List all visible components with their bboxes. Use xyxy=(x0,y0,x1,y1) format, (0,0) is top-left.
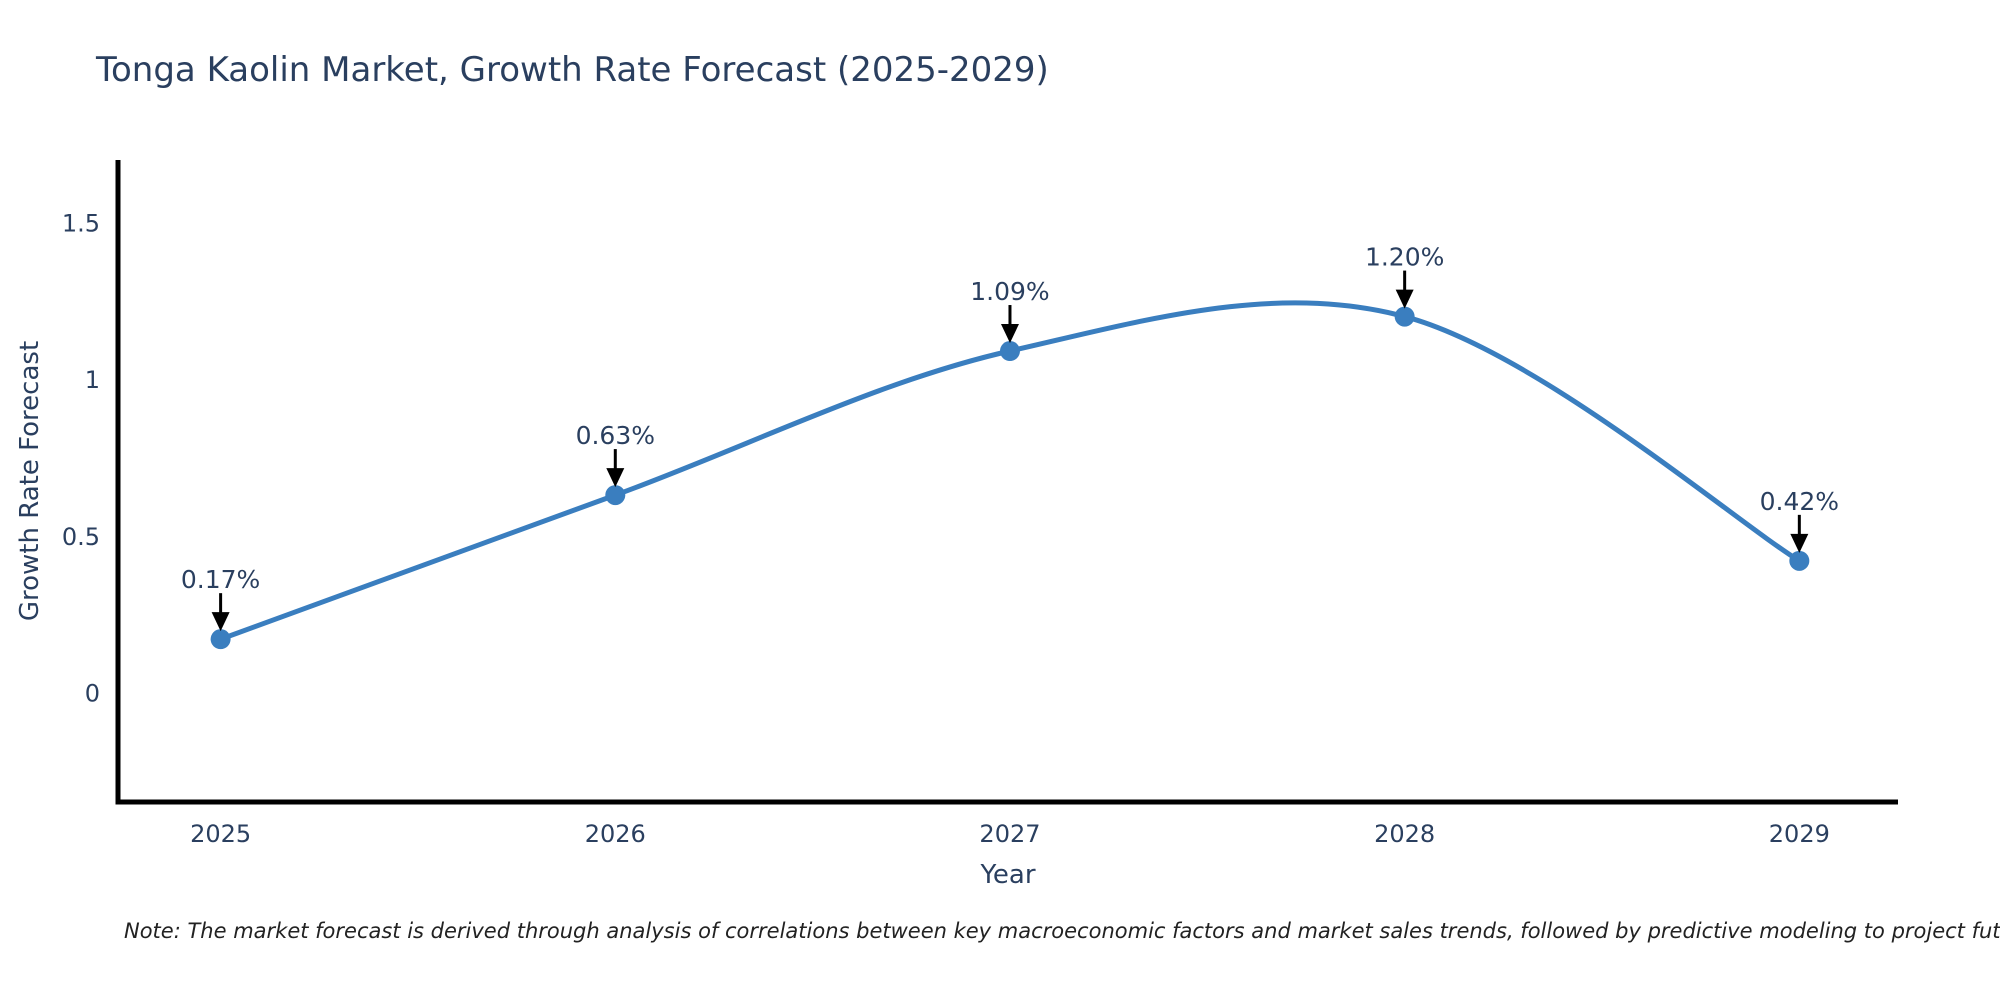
y-tick-label: 0.5 xyxy=(62,523,100,551)
data-point-marker-2026 xyxy=(605,485,626,506)
annotation-label: 0.17% xyxy=(181,565,260,594)
annotation-label: 0.63% xyxy=(576,421,655,450)
footnote-text: Note: The market forecast is derived thr… xyxy=(124,919,2000,943)
data-point-marker-2028 xyxy=(1394,306,1415,327)
x-tick-label: 2028 xyxy=(1374,820,1435,848)
annotation-label: 1.20% xyxy=(1365,243,1444,272)
annotation-arrow-head xyxy=(211,612,230,632)
annotation-arrow-head xyxy=(1000,324,1019,344)
x-tick-label: 2025 xyxy=(190,820,251,848)
data-point-marker-2027 xyxy=(999,341,1020,362)
data-point-marker-2025 xyxy=(210,629,231,650)
y-tick-label: 1.5 xyxy=(62,210,100,238)
chart-title: Tonga Kaolin Market, Growth Rate Forecas… xyxy=(96,50,1049,90)
y-tick-label: 1 xyxy=(85,366,100,394)
x-tick-label: 2029 xyxy=(1769,820,1830,848)
x-tick-label: 2026 xyxy=(585,820,646,848)
annotation-arrow-head xyxy=(1395,289,1414,309)
annotation-arrow-head xyxy=(1790,533,1809,553)
annotation-label: 0.42% xyxy=(1760,487,1839,516)
data-point-marker-2029 xyxy=(1789,550,1810,571)
annotation-arrow-head xyxy=(606,468,625,488)
x-axis-title: Year xyxy=(980,860,1036,890)
annotation-label: 1.09% xyxy=(970,277,1049,306)
x-tick-label: 2027 xyxy=(979,820,1040,848)
y-tick-label: 0 xyxy=(85,679,100,707)
y-axis-title: Growth Rate Forecast xyxy=(15,340,45,622)
